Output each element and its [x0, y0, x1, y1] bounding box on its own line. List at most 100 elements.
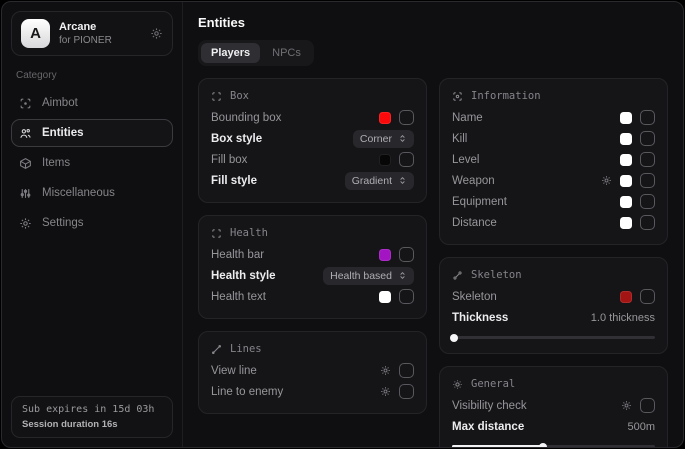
- checkbox[interactable]: [640, 215, 655, 230]
- color-swatch[interactable]: [620, 174, 632, 187]
- sidebar-item-miscellaneous[interactable]: Miscellaneous: [11, 179, 173, 207]
- health-style-dropdown[interactable]: Health based: [323, 266, 414, 285]
- color-swatch[interactable]: [620, 132, 632, 145]
- color-swatch[interactable]: [620, 153, 632, 166]
- page-title: Entities: [198, 15, 245, 30]
- tab-npcs[interactable]: NPCs: [272, 47, 301, 59]
- setting-label: Distance: [452, 216, 497, 229]
- checkbox[interactable]: [399, 289, 414, 304]
- panel-title: Lines: [230, 343, 262, 355]
- color-swatch[interactable]: [620, 290, 632, 303]
- setting-label: Health bar: [211, 248, 265, 261]
- checkbox[interactable]: [640, 194, 655, 209]
- max-distance-value: 500m: [627, 420, 655, 433]
- color-swatch[interactable]: [379, 290, 391, 303]
- entity-type-tabs: Players NPCs: [198, 40, 314, 66]
- setting-label: View line: [211, 364, 257, 377]
- skeleton-panel: Skeleton Skeleton Thickness 1.0 thicknes…: [439, 257, 668, 354]
- setting-label: Box style: [211, 132, 263, 145]
- caret-sort-icon: [398, 271, 407, 280]
- sidebar-item-label: Settings: [42, 217, 84, 229]
- info-scan-icon: [452, 91, 463, 102]
- gear-icon[interactable]: [380, 365, 391, 376]
- bone-icon: [452, 270, 463, 281]
- setting-label: Max distance: [452, 420, 525, 433]
- entities-icon: [19, 127, 32, 140]
- checkbox[interactable]: [399, 384, 414, 399]
- panel-title: Health: [230, 227, 268, 239]
- color-swatch[interactable]: [379, 153, 391, 166]
- logo-card: A Arcane for PIONER: [11, 11, 173, 56]
- setting-row-fill-style: Fill style Gradient: [211, 170, 414, 191]
- app-logo: A: [21, 19, 50, 48]
- checkbox[interactable]: [640, 110, 655, 125]
- checkbox[interactable]: [640, 152, 655, 167]
- sidebar-item-items[interactable]: Items: [11, 149, 173, 177]
- setting-label: Line to enemy: [211, 385, 284, 398]
- checkbox[interactable]: [399, 363, 414, 378]
- color-swatch[interactable]: [620, 195, 632, 208]
- package-icon: [19, 157, 32, 170]
- sidebar-item-aimbot[interactable]: Aimbot: [11, 89, 173, 117]
- dropdown-value: Health based: [330, 269, 392, 282]
- health-brackets-icon: [211, 228, 222, 239]
- information-panel: Information Name Kill: [439, 78, 668, 245]
- setting-label: Visibility check: [452, 399, 527, 412]
- sidebar-item-label: Miscellaneous: [42, 187, 115, 199]
- checkbox[interactable]: [640, 131, 655, 146]
- sidebar-item-settings[interactable]: Settings: [11, 209, 173, 237]
- app-subtitle: for PIONER: [59, 35, 112, 46]
- lines-panel: Lines View line Line to enemy: [198, 331, 427, 414]
- checkbox[interactable]: [399, 110, 414, 125]
- main-content: Entities Players NPCs Box Bounding box: [183, 2, 683, 447]
- dropdown-value: Gradient: [351, 174, 392, 187]
- setting-label: Thickness: [452, 311, 509, 324]
- caret-sort-icon: [398, 134, 407, 143]
- panel-title: Box: [230, 90, 249, 102]
- subscription-card: Sub expires in 15d 03h Session duration …: [11, 396, 173, 438]
- gear-icon[interactable]: [150, 27, 163, 40]
- setting-row-line-to-enemy: Line to enemy: [211, 381, 414, 402]
- gear-icon[interactable]: [601, 175, 612, 186]
- sidebar-item-label: Aimbot: [42, 97, 78, 109]
- box-panel: Box Bounding box Box style Corner: [198, 78, 427, 203]
- checkbox[interactable]: [399, 247, 414, 262]
- setting-label: Equipment: [452, 195, 507, 208]
- sub-expiry-text: Sub expires in 15d 03h: [22, 404, 155, 415]
- gear-icon[interactable]: [380, 386, 391, 397]
- setting-row-name: Name: [452, 107, 655, 128]
- setting-row-distance: Distance: [452, 212, 655, 233]
- health-panel: Health Health bar Health style Health ba…: [198, 215, 427, 319]
- color-swatch[interactable]: [620, 111, 632, 124]
- max-distance-slider[interactable]: [452, 442, 655, 447]
- checkbox[interactable]: [640, 173, 655, 188]
- setting-row-max-distance: Max distance 500m: [452, 416, 655, 437]
- setting-label: Name: [452, 111, 483, 124]
- app-title: Arcane: [59, 21, 97, 33]
- box-style-dropdown[interactable]: Corner: [352, 129, 414, 148]
- color-swatch[interactable]: [620, 216, 632, 229]
- slider-thumb[interactable]: [539, 442, 548, 447]
- gear-icon[interactable]: [621, 400, 632, 411]
- color-swatch[interactable]: [379, 111, 391, 124]
- setting-row-visibility-check: Visibility check: [452, 395, 655, 416]
- checkbox[interactable]: [399, 152, 414, 167]
- setting-label: Fill style: [211, 174, 258, 187]
- color-swatch[interactable]: [379, 248, 391, 261]
- session-duration-text: Session duration 16s: [22, 419, 118, 430]
- thickness-slider[interactable]: [450, 333, 655, 342]
- checkbox[interactable]: [640, 289, 655, 304]
- slider-thumb[interactable]: [450, 333, 459, 342]
- fill-style-dropdown[interactable]: Gradient: [344, 171, 414, 190]
- setting-row-kill: Kill: [452, 128, 655, 149]
- setting-label: Kill: [452, 132, 468, 145]
- thickness-value: 1.0 thickness: [590, 311, 655, 324]
- sun-icon: [452, 379, 463, 390]
- setting-row-health-bar: Health bar: [211, 244, 414, 265]
- setting-row-bounding-box: Bounding box: [211, 107, 414, 128]
- sidebar-item-entities[interactable]: Entities: [11, 119, 173, 147]
- checkbox[interactable]: [640, 398, 655, 413]
- tab-players[interactable]: Players: [201, 43, 261, 63]
- setting-label: Health style: [211, 269, 276, 282]
- setting-label: Weapon: [452, 174, 495, 187]
